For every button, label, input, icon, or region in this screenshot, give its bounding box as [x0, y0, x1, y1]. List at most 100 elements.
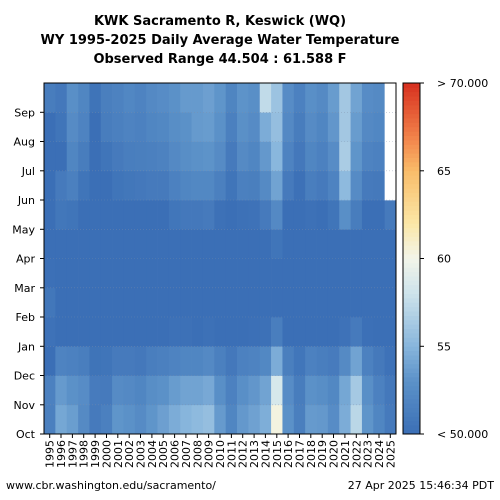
heatmap-cell: [305, 170, 317, 201]
colorbar-segment: [403, 240, 420, 246]
colorbar-segment: [403, 227, 420, 233]
heatmap-cell: [339, 317, 351, 347]
y-axis-ticks: Oct Nov Dec Jan Feb Mar Apr May Jun Jul Aug Sep: [12, 106, 44, 441]
heatmap-cell: [146, 258, 158, 289]
heatmap-cell: [282, 346, 295, 376]
heatmap-cell: [339, 346, 351, 376]
heatmap-cell: [271, 200, 283, 230]
heatmap-cell: [339, 112, 351, 142]
colorbar-segment: [403, 96, 420, 101]
x-tick-label: 2007: [180, 440, 193, 468]
heatmap-cell: [384, 287, 397, 318]
heatmap-cell: [134, 346, 147, 376]
colorbar-segment: [403, 166, 420, 172]
heatmap-cell: [293, 346, 306, 376]
colorbar-segment: [403, 245, 420, 251]
colorbar-segment: [403, 236, 420, 242]
heatmap-cell: [248, 317, 261, 347]
heatmap-cell: [168, 404, 181, 435]
heatmap-cell: [78, 258, 90, 289]
colorbar-segment: [403, 100, 420, 106]
heatmap-cell: [100, 170, 113, 201]
heatmap-cell: [146, 200, 158, 230]
heatmap-cell: [191, 170, 204, 201]
heatmap-cell: [248, 229, 261, 259]
heatmap-cell: [282, 170, 295, 201]
heatmap-cell: [123, 170, 136, 201]
x-tick-label: 1999: [89, 440, 102, 468]
colorbar-segment: [403, 359, 420, 365]
x-tick-label: 2004: [146, 440, 159, 468]
heatmap-cell: [259, 287, 272, 318]
heatmap-cell: [339, 141, 351, 172]
y-tick-label: Jan: [17, 340, 35, 353]
x-tick-label: 2013: [248, 440, 261, 468]
colorbar-segment: [403, 341, 420, 347]
heatmap-cell: [248, 200, 261, 230]
heatmap-cell: [327, 83, 340, 113]
heatmap-cell: [78, 170, 90, 201]
heatmap-cell: [78, 346, 90, 376]
heatmap-cell: [180, 229, 192, 259]
heatmap-cell: [305, 346, 317, 376]
heatmap-cell: [112, 170, 124, 201]
heatmap-cell: [123, 287, 136, 318]
heatmap-cell: [89, 141, 102, 172]
heatmap-cell: [350, 141, 363, 172]
heatmap-cell: [191, 404, 204, 435]
heatmap-cell: [66, 317, 79, 347]
x-tick-label: 2025: [384, 440, 397, 468]
heatmap-cell: [100, 346, 113, 376]
heatmap-cell: [225, 141, 238, 172]
heatmap-cell: [78, 200, 90, 230]
colorbar-ticks: < 50.000 55 60 65 > 70.000: [420, 77, 488, 441]
heatmap-cell: [146, 317, 158, 347]
heatmap-cell: [305, 404, 317, 435]
heatmap-cell: [112, 346, 124, 376]
heatmap-cell: [168, 200, 181, 230]
heatmap-cell: [316, 258, 329, 289]
heatmap-cell: [191, 258, 204, 289]
heatmap-cell: [214, 404, 227, 435]
colorbar-segment: [403, 297, 420, 303]
colorbar-segment: [403, 197, 420, 202]
heatmap-cell: [55, 346, 68, 376]
heatmap-cell: [282, 112, 295, 142]
heatmap-cell: [373, 317, 385, 347]
heatmap-cell: [259, 404, 272, 435]
heatmap-cell: [202, 258, 215, 289]
heatmap-cell: [225, 112, 238, 142]
heatmap-cell: [123, 404, 136, 435]
heatmap-cell: [361, 375, 374, 406]
heatmap-cell: [316, 83, 329, 113]
heatmap-cell: [202, 229, 215, 259]
colorbar-segment: [403, 205, 420, 211]
heatmap-cell: [123, 229, 136, 259]
heatmap-cell: [134, 83, 147, 113]
heatmap-cell: [361, 141, 374, 172]
heatmap-cell: [282, 200, 295, 230]
heatmap-cell: [55, 83, 68, 113]
heatmap-cell: [55, 112, 68, 142]
heatmap-cell: [373, 200, 385, 230]
y-tick-label: Mar: [14, 282, 35, 295]
heatmap-cell: [55, 141, 68, 172]
y-tick-label: May: [12, 223, 35, 236]
heatmap-cell: [123, 258, 136, 289]
heatmap-cell: [146, 404, 158, 435]
colorbar-segment: [403, 140, 420, 145]
heatmap-cell: [373, 83, 385, 113]
heatmap-cell: [305, 200, 317, 230]
heatmap-cell: [168, 112, 181, 142]
heatmap-cell: [44, 141, 56, 172]
heatmap-cell: [168, 375, 181, 406]
colorbar: [402, 82, 421, 435]
colorbar-segment: [403, 175, 420, 180]
heatmap-cell: [100, 229, 113, 259]
heatmap-cell: [225, 170, 238, 201]
heatmap-cell: [361, 258, 374, 289]
y-tick-label: Nov: [14, 399, 36, 412]
heatmap-cell: [214, 229, 227, 259]
heatmap-cell: [271, 287, 283, 318]
y-tick-label: Aug: [14, 136, 35, 149]
